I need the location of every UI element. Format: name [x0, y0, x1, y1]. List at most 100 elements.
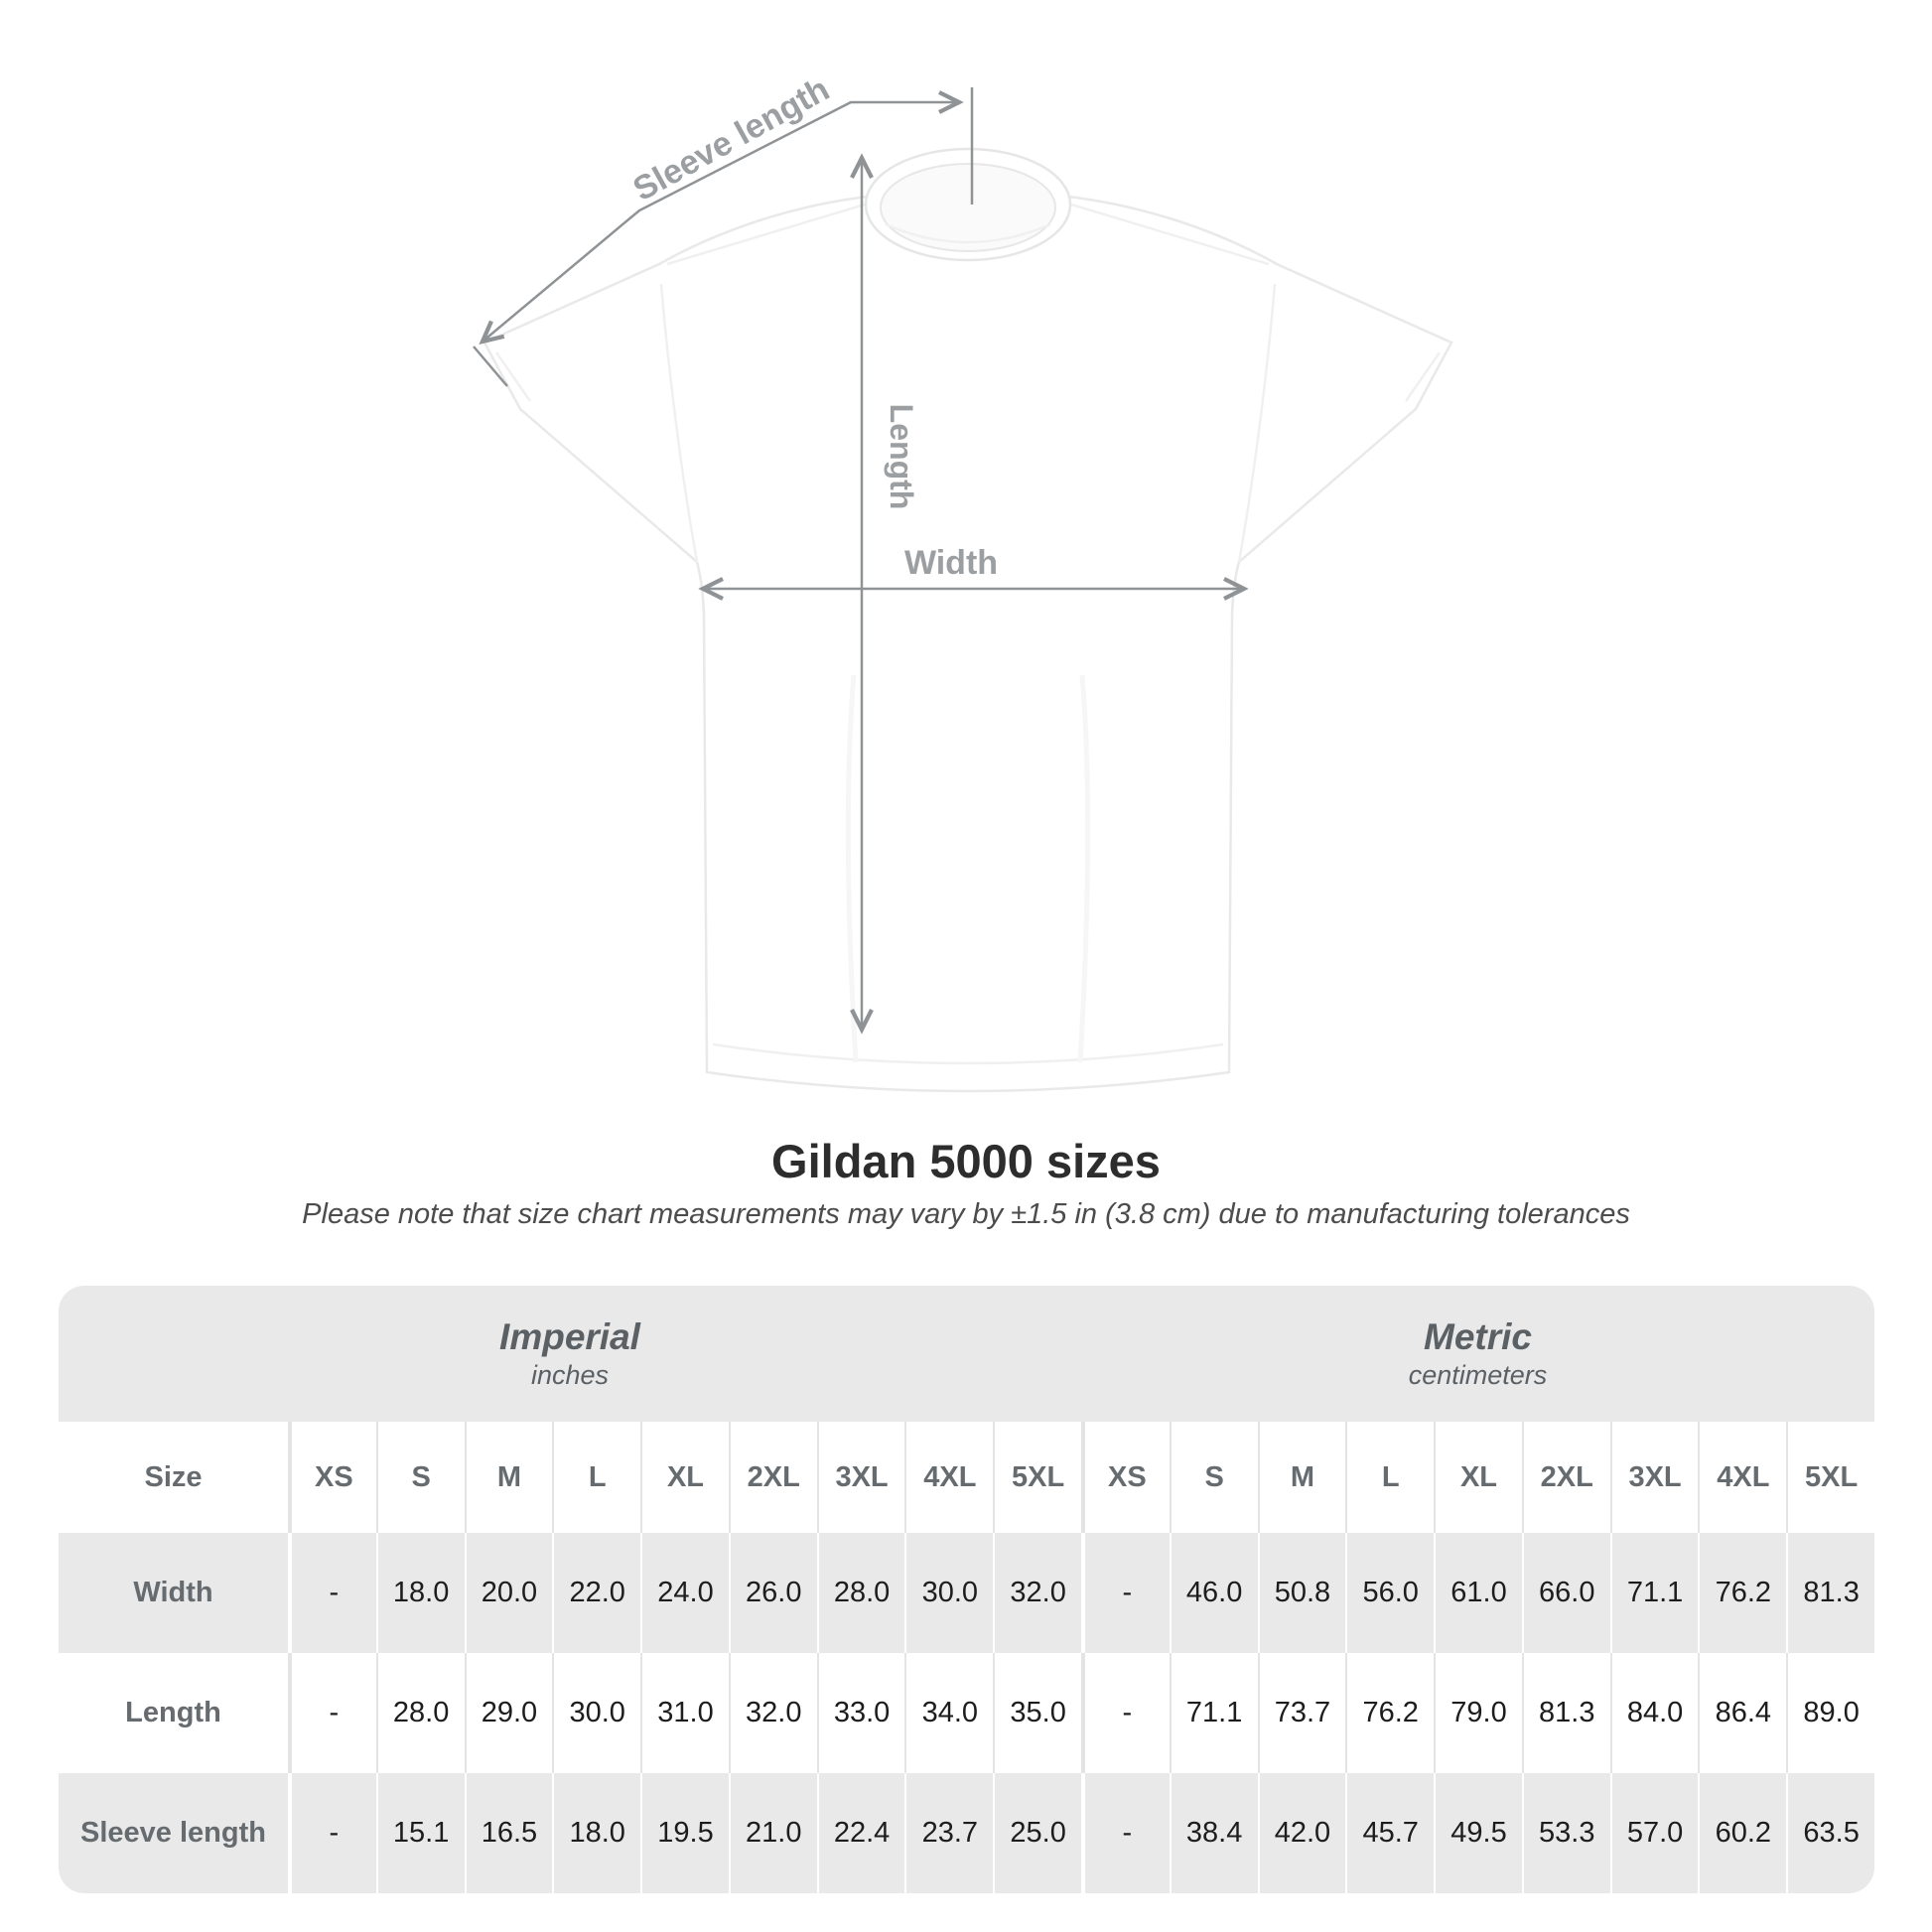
size-header-metric-l: L: [1345, 1422, 1434, 1533]
table-cell: 32.0: [728, 1653, 817, 1773]
table-row-width: Width -18.0 20.0 22.0 24.0 26.0 28.0 30.0 32.0-4…: [59, 1533, 1874, 1653]
right-shoulder-seam: [1057, 199, 1270, 266]
table-cell: 15.1: [375, 1773, 465, 1893]
row-label: Sleeve length: [80, 1817, 266, 1849]
sleeve-length-label: Sleeve length: [627, 70, 836, 209]
table-cell: 42.0: [1257, 1773, 1346, 1893]
size-header-metric-4xl: 4XL: [1698, 1422, 1786, 1533]
size-table: Imperial inches Metric centimeters Size X…: [59, 1286, 1874, 1893]
table-cell: 34.0: [904, 1653, 993, 1773]
table-cell: 81.3: [1786, 1533, 1874, 1653]
table-cell: 21.0: [728, 1773, 817, 1893]
table-cell: 73.7: [1257, 1653, 1346, 1773]
table-cell: 71.1: [1609, 1533, 1699, 1653]
table-cell: -: [288, 1653, 376, 1773]
table-cell: 38.4: [1169, 1773, 1258, 1893]
table-cell: -: [1081, 1533, 1170, 1653]
size-header-metric-xs: XS: [1081, 1422, 1170, 1533]
size-header-imperial-s: S: [375, 1422, 465, 1533]
table-cell: 23.7: [904, 1773, 993, 1893]
size-header-imperial-xl: XL: [640, 1422, 729, 1533]
table-cell: 28.0: [816, 1533, 905, 1653]
table-cell: 57.0: [1609, 1773, 1699, 1893]
table-cell: 20.0: [464, 1533, 553, 1653]
table-cell: 71.1: [1169, 1653, 1258, 1773]
table-cell: 46.0: [1169, 1533, 1258, 1653]
table-cell: -: [288, 1533, 376, 1653]
width-label: Width: [904, 544, 998, 582]
tshirt-body: [483, 163, 1453, 1093]
table-cell: 79.0: [1434, 1653, 1522, 1773]
table-row-sleeve-length: Sleeve length -15.1 16.5 18.0 19.5 21.0 22.4 23…: [59, 1773, 1874, 1893]
length-label: Length: [884, 404, 919, 510]
table-cell: 18.0: [552, 1773, 640, 1893]
table-cell: 49.5: [1434, 1773, 1522, 1893]
table-cell: 66.0: [1521, 1533, 1610, 1653]
size-header-metric-s: S: [1169, 1422, 1258, 1533]
table-cell: -: [1081, 1653, 1170, 1773]
size-column-header: Size: [144, 1460, 203, 1493]
size-header-row: Size XS S M L XL 2XL 3XL 4XL 5XL XS S M L XL 2XL 3XL 4XL 5…: [59, 1422, 1874, 1533]
size-header-metric-m: M: [1257, 1422, 1346, 1533]
metric-label: Metric: [1424, 1316, 1532, 1357]
table-cell: 56.0: [1345, 1533, 1434, 1653]
size-header-imperial-m: M: [464, 1422, 553, 1533]
table-cell: 31.0: [640, 1653, 729, 1773]
body-fold-right: [1077, 674, 1091, 1063]
table-cell: 89.0: [1786, 1653, 1874, 1773]
page-title: Gildan 5000 sizes: [771, 1135, 1161, 1187]
row-label: Length: [125, 1697, 221, 1728]
right-cuff-stitch: [1404, 351, 1442, 402]
metric-units: centimeters: [1408, 1360, 1548, 1390]
table-cell: 22.4: [816, 1773, 905, 1893]
table-cell: 30.0: [552, 1653, 640, 1773]
imperial-section-header: Imperial inches: [59, 1286, 1081, 1422]
size-header-imperial-l: L: [552, 1422, 640, 1533]
collar-opening: [880, 163, 1056, 252]
table-cell: 60.2: [1698, 1773, 1786, 1893]
table-cell: 26.0: [728, 1533, 817, 1653]
size-table-body: Width -18.0 20.0 22.0 24.0 26.0 28.0 30.0 32.0-4…: [59, 1533, 1874, 1893]
table-cell: 28.0: [375, 1653, 465, 1773]
size-header-imperial-xs: XS: [288, 1422, 376, 1533]
table-cell: 76.2: [1345, 1653, 1434, 1773]
size-header-metric-xl: XL: [1434, 1422, 1522, 1533]
sleeve-end-tick: [473, 345, 508, 387]
table-cell: 53.3: [1521, 1773, 1610, 1893]
table-cell: 86.4: [1698, 1653, 1786, 1773]
size-header-imperial-4xl: 4XL: [904, 1422, 993, 1533]
row-label: Width: [133, 1577, 213, 1608]
table-cell: 35.0: [993, 1653, 1081, 1773]
size-header-imperial-2xl: 2XL: [728, 1422, 817, 1533]
table-cell: 18.0: [375, 1533, 465, 1653]
metric-section-header: Metric centimeters: [1081, 1286, 1874, 1422]
tolerance-note: Please note that size chart measurements…: [302, 1198, 1630, 1230]
table-cell: 32.0: [993, 1533, 1081, 1653]
table-cell: -: [288, 1773, 376, 1893]
right-sleeve-seam: [1237, 283, 1277, 563]
table-cell: 81.3: [1521, 1653, 1610, 1773]
table-cell: 50.8: [1257, 1533, 1346, 1653]
table-cell: 61.0: [1434, 1533, 1522, 1653]
size-header-metric-5xl: 5XL: [1786, 1422, 1874, 1533]
left-cuff-stitch: [494, 351, 532, 402]
table-cell: 22.0: [552, 1533, 640, 1653]
table-cell: 76.2: [1698, 1533, 1786, 1653]
table-cell: 25.0: [993, 1773, 1081, 1893]
unit-system-band: Imperial inches Metric centimeters: [59, 1286, 1874, 1422]
sleeve-length-arrow: [479, 90, 964, 345]
size-header-metric-2xl: 2XL: [1521, 1422, 1610, 1533]
table-cell: 24.0: [640, 1533, 729, 1653]
table-cell: 33.0: [816, 1653, 905, 1773]
table-cell: 30.0: [904, 1533, 993, 1653]
imperial-label: Imperial: [499, 1316, 640, 1357]
table-cell: 63.5: [1786, 1773, 1874, 1893]
hem-stitch: [712, 1042, 1224, 1065]
table-row-length: Length -28.0 29.0 30.0 31.0 32.0 33.0 34.0 35.0-…: [59, 1653, 1874, 1773]
tshirt-measurement-diagram: Sleeve length Length Width: [473, 70, 1453, 1093]
imperial-units: inches: [530, 1360, 610, 1390]
size-header-metric-3xl: 3XL: [1609, 1422, 1699, 1533]
table-cell: 16.5: [464, 1773, 553, 1893]
size-header-imperial-3xl: 3XL: [816, 1422, 905, 1533]
